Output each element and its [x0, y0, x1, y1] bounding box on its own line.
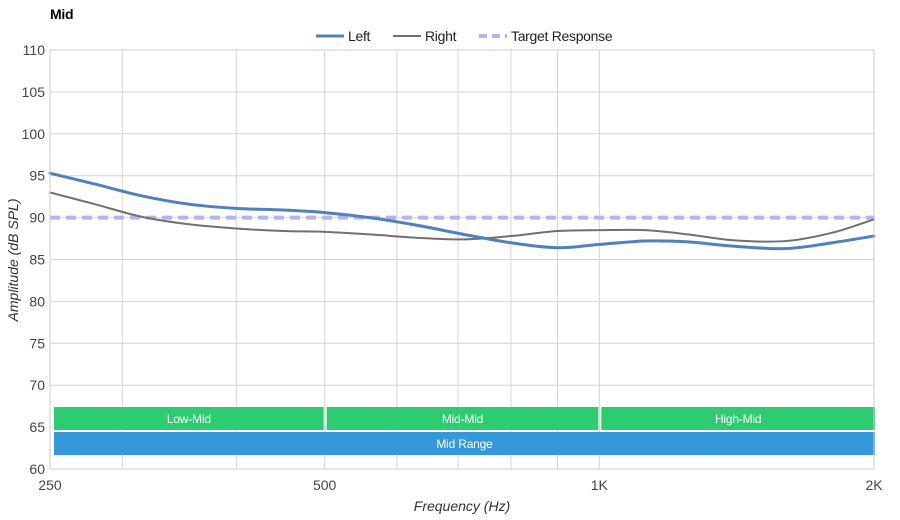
- band-label-mid-range: Mid Range: [436, 437, 493, 451]
- y-tick-label: 110: [23, 42, 46, 58]
- y-tick-label: 75: [29, 335, 45, 351]
- band-low-mid: [54, 407, 324, 430]
- series-line-right: [49, 191, 875, 243]
- x-tick-label: 1K: [591, 477, 609, 493]
- y-tick-label: 100: [22, 126, 46, 142]
- y-tick-label: 80: [29, 293, 45, 309]
- frequency-bands: Low-Mid Mid-Mid High-Mid Mid Range: [54, 407, 875, 455]
- x-tick-labels: 250 500 1K 2K: [38, 477, 883, 493]
- band-label-low-mid: Low-Mid: [167, 412, 211, 426]
- legend-label-left: Left: [348, 28, 371, 44]
- band-label-mid-mid: Mid-Mid: [442, 412, 483, 426]
- x-tick-label: 250: [38, 477, 62, 493]
- y-tick-label: 90: [29, 210, 45, 226]
- plot-frame: [49, 49, 875, 470]
- legend-label-right: Right: [425, 28, 457, 44]
- grid: [49, 49, 875, 470]
- y-axis-label: Amplitude (dB SPL): [5, 199, 21, 323]
- x-tick-label: 2K: [865, 477, 883, 493]
- chart-title: Mid: [50, 6, 73, 22]
- y-tick-label: 105: [22, 84, 46, 100]
- x-tick-label: 500: [313, 477, 337, 493]
- legend: Left Right Target Response: [316, 28, 613, 44]
- y-tick-label: 95: [29, 168, 45, 184]
- band-high-mid: [601, 407, 875, 430]
- series-line-left: [48, 171, 876, 251]
- y-tick-label: 85: [29, 252, 45, 268]
- band-label-high-mid: High-Mid: [715, 412, 761, 426]
- y-tick-label: 65: [29, 419, 45, 435]
- y-tick-labels: 60 65 70 75 80 85 90 95 100 105 110: [22, 42, 46, 477]
- legend-label-target-response: Target Response: [511, 28, 613, 44]
- band-mid-mid: [326, 407, 599, 430]
- y-tick-label: 70: [29, 377, 45, 393]
- band-mid-range: [54, 432, 875, 455]
- series-lines: [48, 171, 876, 251]
- y-tick-label: 60: [29, 461, 45, 477]
- x-axis-label: Frequency (Hz): [414, 498, 510, 514]
